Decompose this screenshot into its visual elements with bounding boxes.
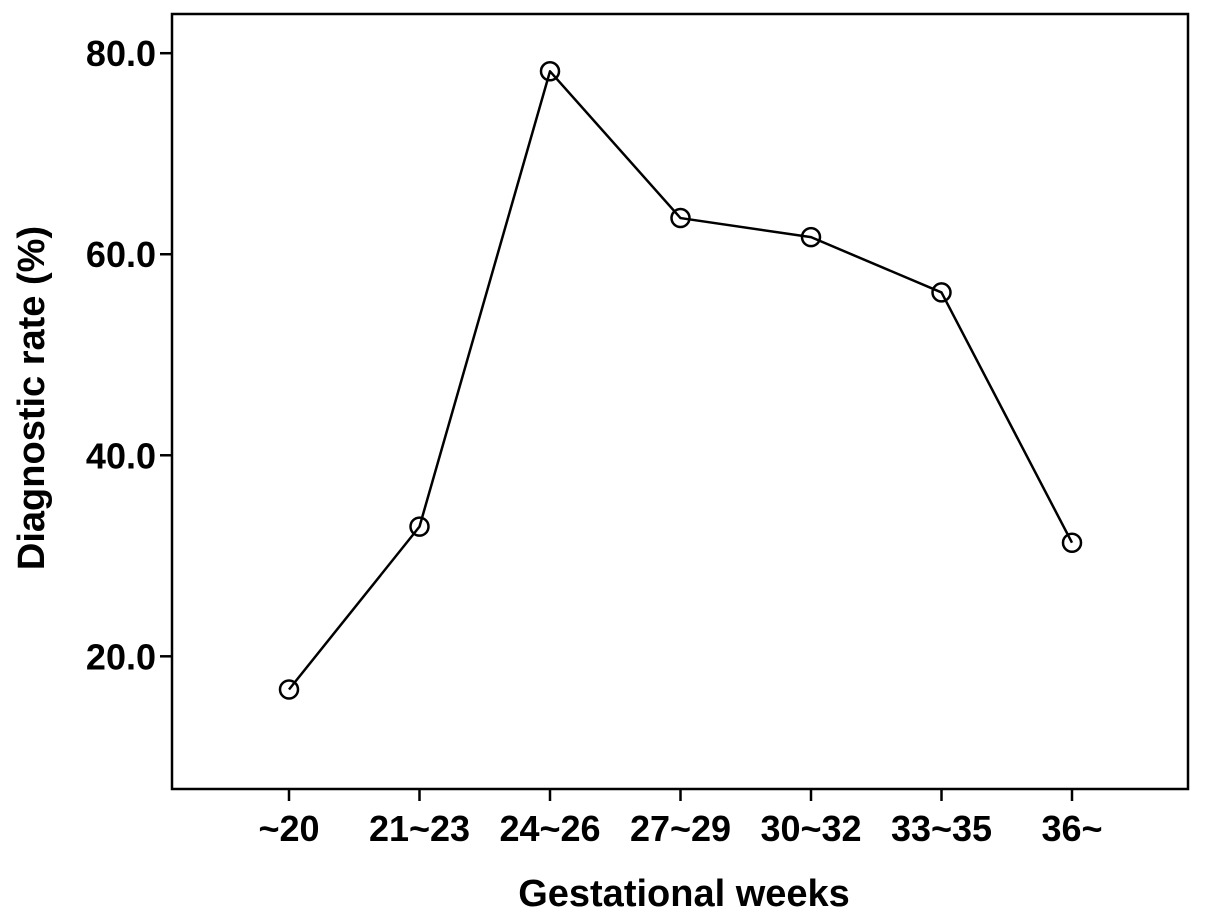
data-point: [278, 679, 300, 700]
y-tick-label: 20.0: [86, 636, 156, 677]
x-tick-label: 27~29: [630, 808, 731, 849]
x-tick-label: 21~23: [369, 808, 470, 849]
data-point: [931, 282, 952, 303]
y-tick-label: 60.0: [86, 234, 156, 275]
x-tick-label: 24~26: [499, 808, 600, 849]
y-axis-title: Diagnostic rate (%): [11, 226, 53, 570]
series-line: [288, 70, 1074, 691]
x-tick-label: 30~32: [760, 808, 861, 849]
x-axis-title: Gestational weeks: [518, 873, 850, 915]
data-point: [670, 207, 691, 229]
series-layer: [278, 61, 1083, 700]
plot-frame: [170, 12, 1190, 791]
data-point: [1061, 532, 1083, 553]
x-tick-label: ~20: [258, 808, 319, 849]
data-point: [409, 516, 430, 537]
data-point: [539, 61, 561, 82]
x-tick-label: 36~: [1041, 808, 1102, 849]
data-point: [800, 226, 822, 248]
y-tick-label: 40.0: [86, 435, 156, 476]
x-axis: ~20 21~23 24~26 27~29 30~32 33~35 36~: [258, 789, 1103, 849]
y-axis: 20.0 40.0 60.0 80.0: [86, 33, 172, 677]
y-tick-label: 80.0: [86, 33, 156, 74]
x-tick-label: 33~35: [891, 808, 992, 849]
